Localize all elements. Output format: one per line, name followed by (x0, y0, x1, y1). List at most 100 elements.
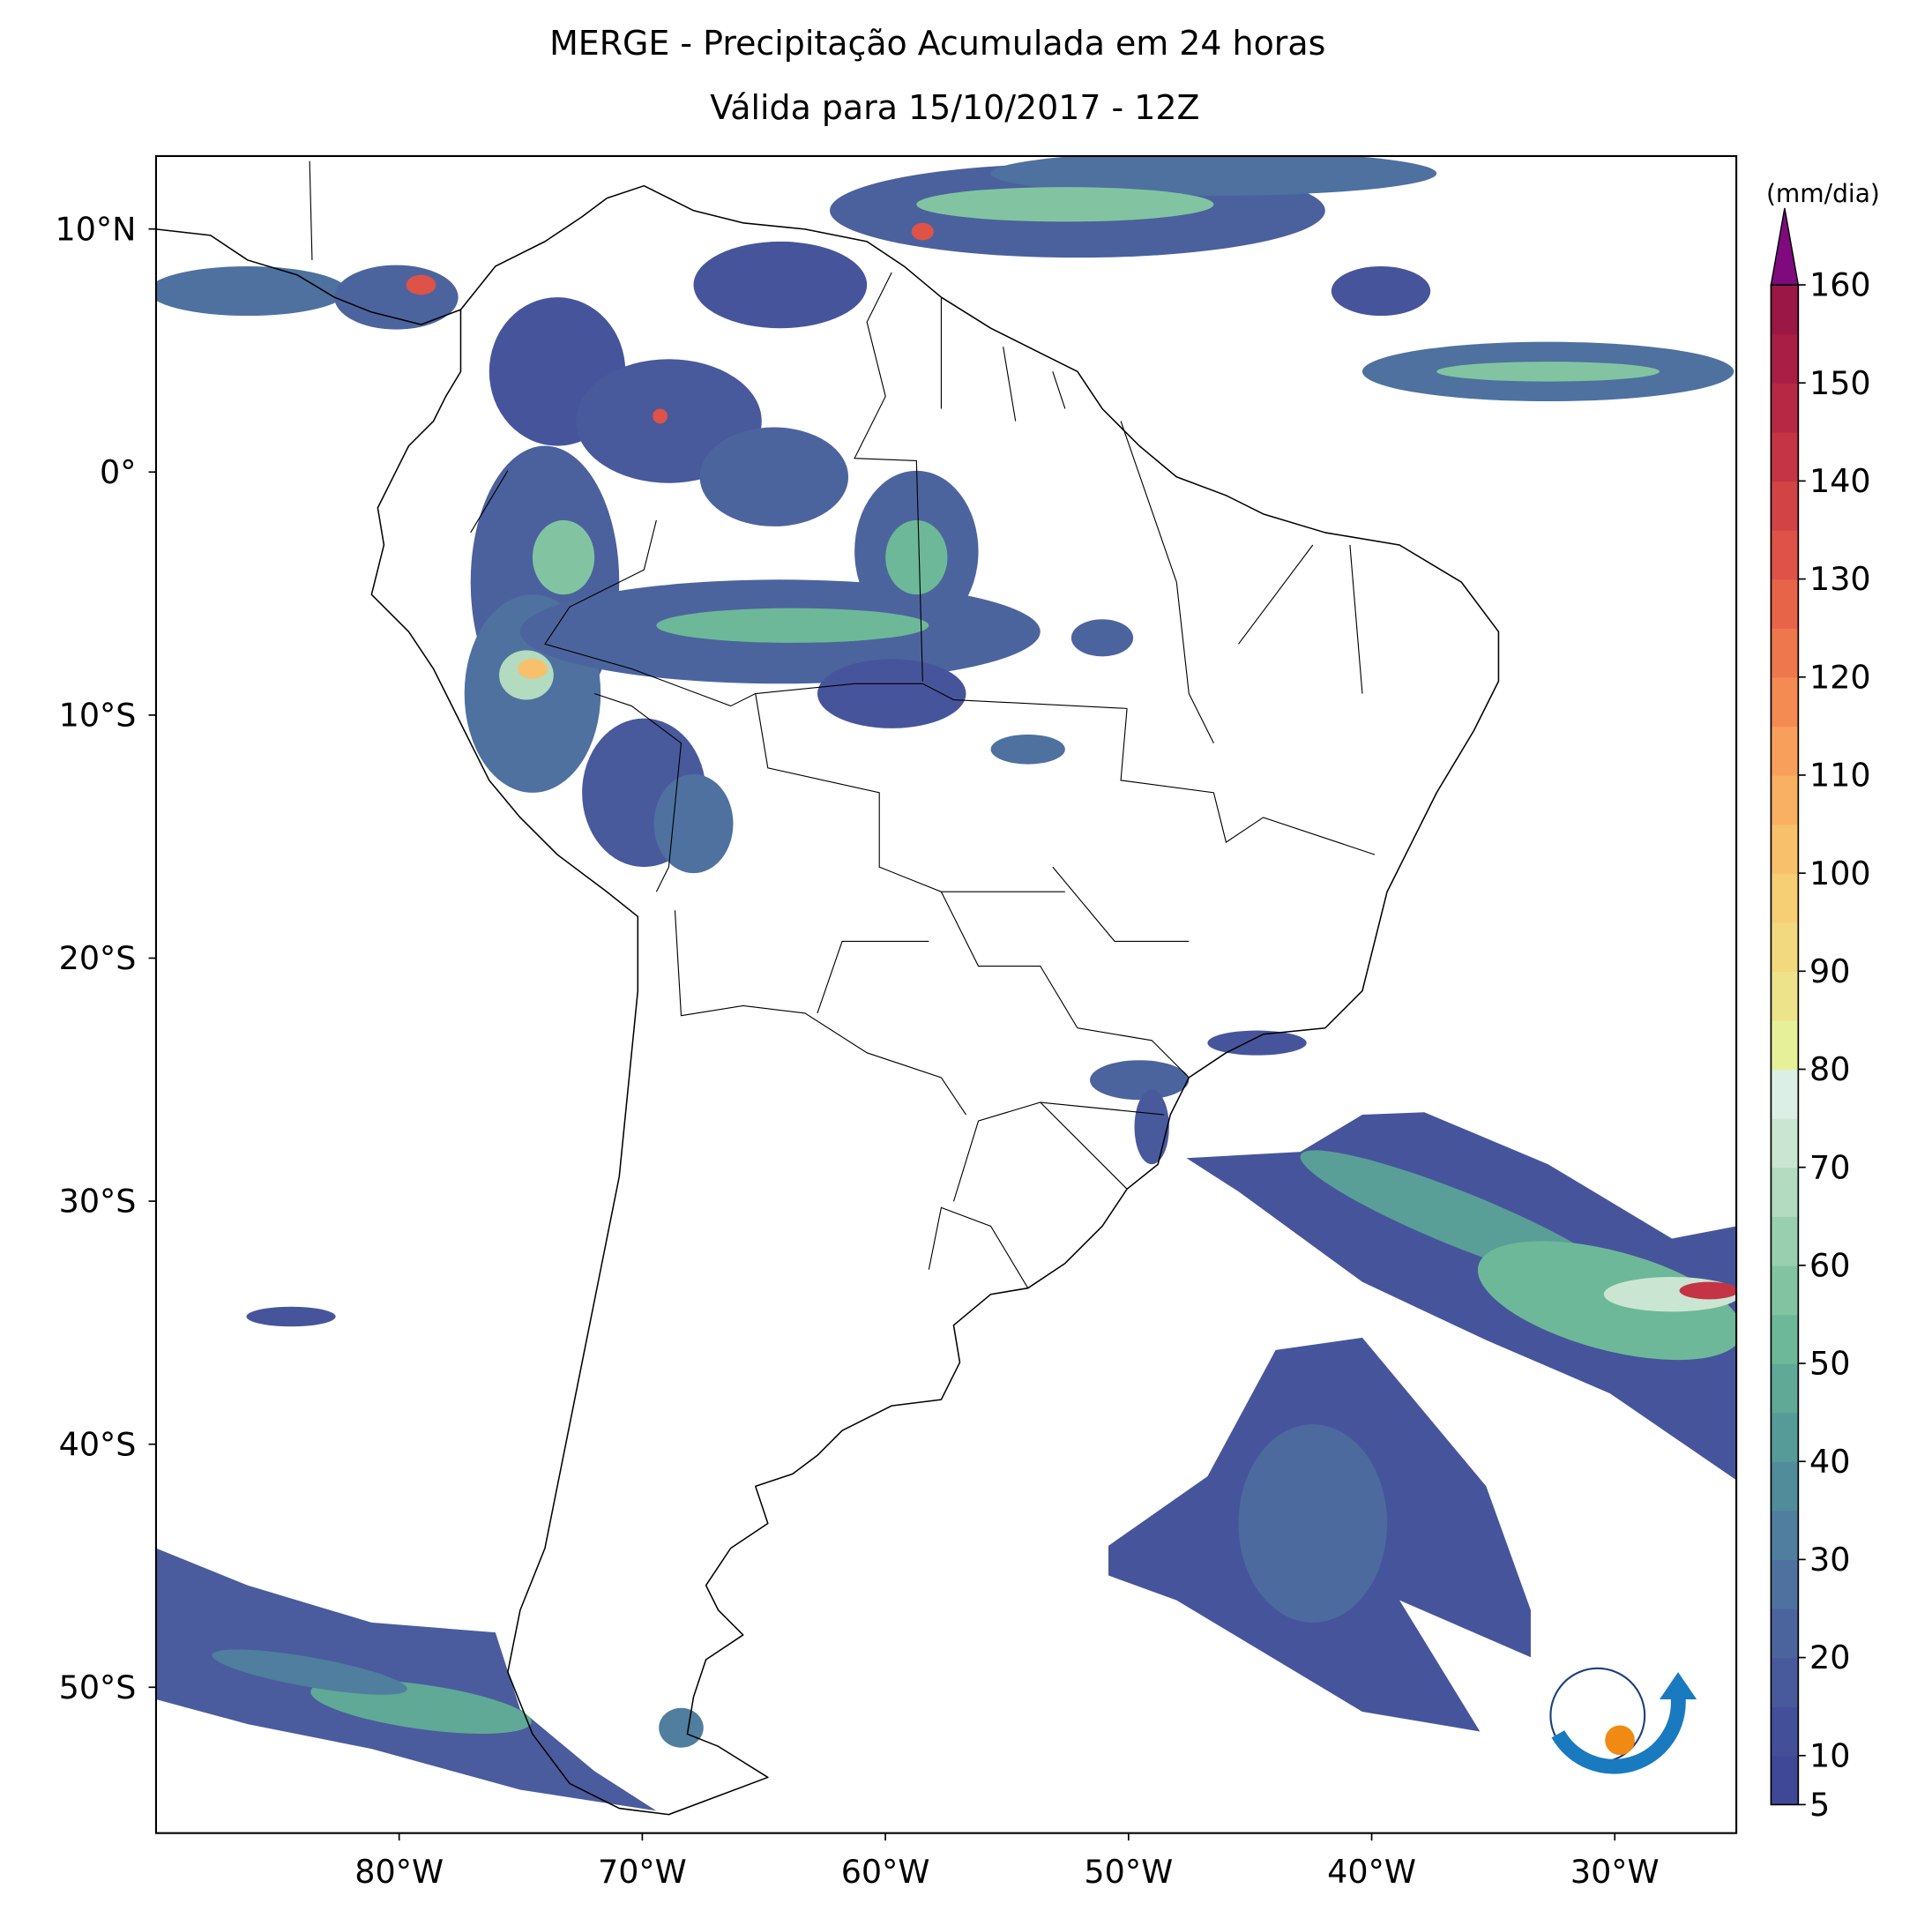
precip-area (334, 265, 459, 330)
colorbar-segment (1771, 1657, 1799, 1707)
precip-area (653, 408, 668, 424)
colorbar-segment (1771, 824, 1799, 874)
colorbar-tick-label: 10 (1809, 1736, 1850, 1774)
colorbar-segment (1771, 1363, 1799, 1414)
colorbar-segment (1771, 1314, 1799, 1364)
logo-arrow (1660, 1672, 1697, 1699)
colorbar-segment (1771, 383, 1799, 433)
precip-area (911, 222, 934, 241)
y-tick-label: 40°S (59, 1425, 137, 1463)
precip-area (656, 608, 929, 643)
x-tick-label: 40°W (1327, 1853, 1416, 1891)
precip-area (246, 1306, 336, 1327)
colorbar-label: (mm/dia) (1766, 179, 1880, 208)
map-area (155, 155, 1737, 1816)
colorbar-tick-label: 60 (1809, 1246, 1850, 1284)
colorbar-extend (1770, 207, 1800, 286)
x-tick-label: 50°W (1084, 1853, 1173, 1891)
colorbar-tick-label: 140 (1809, 462, 1871, 500)
precip-area (1331, 265, 1431, 317)
x-tick-label: 60°W (841, 1853, 930, 1891)
precip-area (1207, 1030, 1307, 1056)
colorbar-segment (1771, 1265, 1799, 1316)
precip-area (659, 1707, 704, 1748)
colorbar-tick-label: 40 (1809, 1443, 1850, 1481)
colorbar-segment (1771, 971, 1799, 1021)
colorbar-segment (1771, 481, 1799, 531)
precip-area (885, 519, 948, 595)
colorbar-segment (1771, 774, 1799, 825)
colorbar-frame (1770, 284, 1800, 1806)
colorbar-segment (1771, 1216, 1799, 1266)
coastline (155, 184, 1500, 1816)
colorbar-segment (1771, 333, 1799, 384)
y-tick-label: 50°S (59, 1668, 137, 1706)
map-title: MERGE - Precipitação Acumulada em 24 hor… (549, 24, 1325, 63)
precip-area (532, 519, 595, 595)
map-subtitle: Válida para 15/10/2017 - 12Z (710, 88, 1199, 127)
colorbar-tick-label: 30 (1809, 1541, 1850, 1579)
precip-area (1436, 362, 1660, 382)
colorbar-segment (1771, 579, 1799, 629)
colorbar-segment (1771, 1559, 1799, 1609)
colorbar-tick-label: 130 (1809, 560, 1871, 598)
x-tick-label: 30°W (1570, 1853, 1660, 1891)
colorbar-segment (1771, 873, 1799, 923)
x-tick-label: 80°W (354, 1853, 444, 1891)
colorbar-segment (1771, 1069, 1799, 1119)
precip-area (699, 427, 849, 526)
colorbar: 5 10 20 30 40 50 60 70 80 90 100 110 120 130 140 150 160 (1770, 207, 1871, 1824)
y-tick-label: 20°S (59, 939, 137, 977)
precip-area (916, 187, 1214, 222)
colorbar-tick-label: 100 (1809, 855, 1871, 892)
colorbar-segment (1771, 529, 1799, 580)
colorbar-tick-label: 110 (1809, 757, 1871, 795)
colorbar-segment (1771, 1118, 1799, 1168)
colorbar-segment (1771, 1167, 1799, 1217)
precip-area (1238, 1424, 1388, 1623)
colorbar-segment (1771, 1510, 1799, 1561)
y-tick-label: 10°S (59, 697, 137, 735)
logo-arc (1551, 1696, 1686, 1774)
colorbar-segment (1771, 1608, 1799, 1659)
colorbar-tick-label: 50 (1809, 1345, 1850, 1383)
colorbar-segment (1771, 431, 1799, 482)
precip-area (990, 155, 1437, 196)
precip-area (817, 659, 966, 728)
colorbar-tick-label: 20 (1809, 1639, 1850, 1676)
precip-area (693, 241, 868, 329)
colorbar-tick-label: 90 (1809, 952, 1850, 990)
logo-dot (1605, 1725, 1635, 1756)
precip-area (653, 773, 734, 874)
colorbar-tick-label: 150 (1809, 364, 1871, 402)
colorbar-segment (1771, 285, 1799, 335)
precip-area (1070, 619, 1134, 657)
precip-area (155, 1548, 657, 1811)
precip-area (1679, 1281, 1737, 1300)
precip-area (1089, 1060, 1190, 1101)
y-tick-label: 0° (100, 453, 136, 491)
colorbar-tick-label: 120 (1809, 658, 1871, 696)
figure-content: MERGE - Precipitação Acumulada em 24 hor… (55, 24, 1879, 1891)
colorbar-segment (1771, 922, 1799, 973)
logo (1549, 1667, 1697, 1774)
colorbar-segment (1771, 676, 1799, 728)
precip-area (1186, 1112, 1737, 1481)
precip-area (155, 265, 347, 317)
colorbar-segment (1771, 726, 1799, 776)
colorbar-segment (1771, 1412, 1799, 1462)
colorbar-segment (1771, 1706, 1799, 1757)
colorbar-segment (1771, 628, 1799, 678)
colorbar-segment (1771, 1461, 1799, 1512)
y-tick-label: 10°N (55, 210, 136, 248)
colorbar-segment (1771, 1755, 1799, 1806)
x-tick-label: 70°W (598, 1853, 687, 1891)
plot-frame (154, 154, 1738, 1834)
precip-area (1134, 1089, 1169, 1165)
colorbar-tick-label: 5 (1809, 1786, 1830, 1824)
precip-area (212, 1649, 407, 1695)
colorbar-tick-label: 160 (1809, 266, 1871, 304)
y-tick-label: 30°S (59, 1183, 137, 1221)
country-border (309, 160, 1177, 1288)
